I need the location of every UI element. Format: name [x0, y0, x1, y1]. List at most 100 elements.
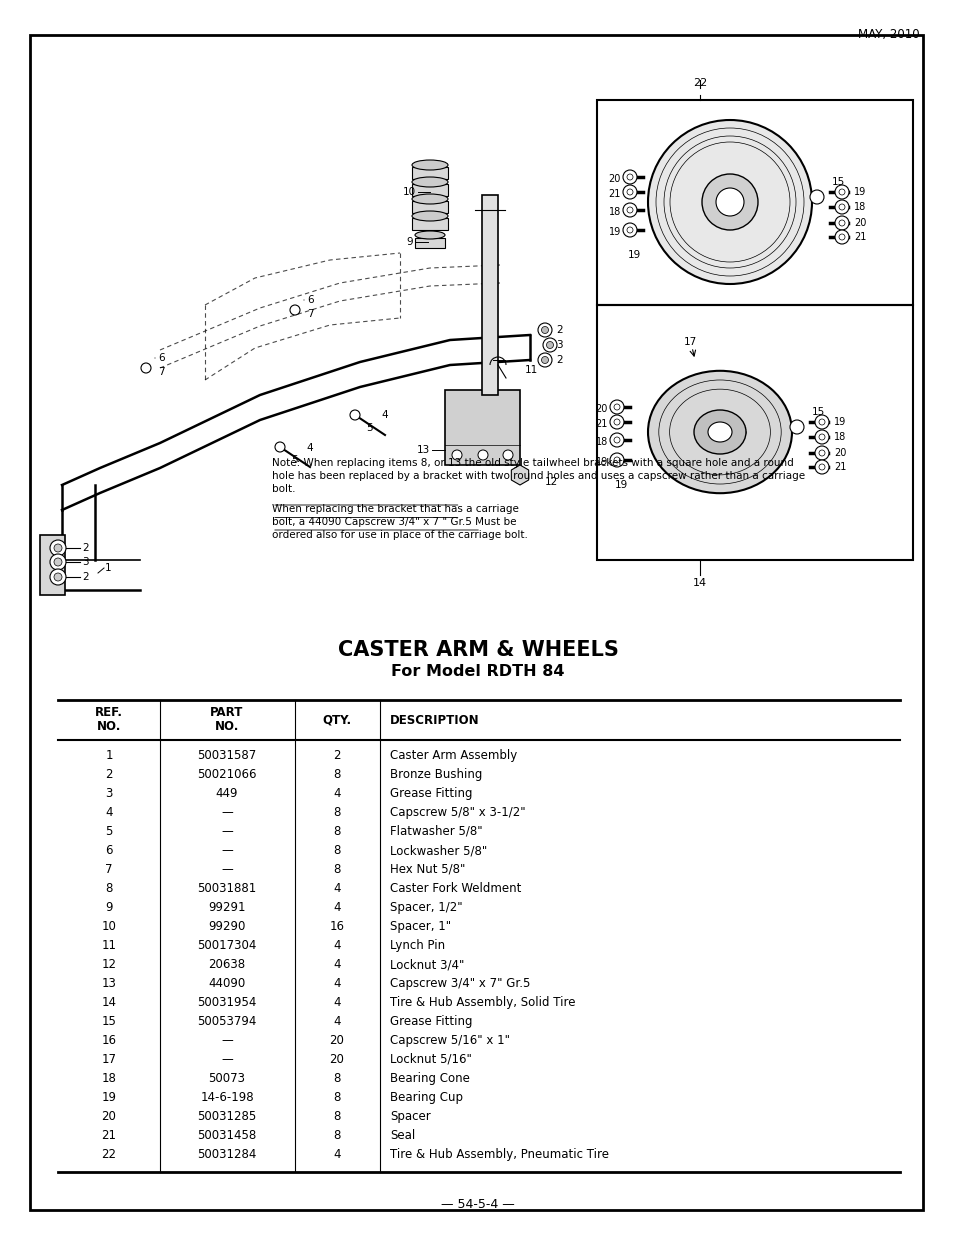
Text: 7: 7 — [105, 863, 112, 876]
Circle shape — [546, 342, 553, 348]
Bar — [412, 167, 448, 179]
Circle shape — [818, 450, 824, 456]
Text: 4: 4 — [333, 902, 340, 914]
Text: 99290: 99290 — [208, 920, 246, 932]
Text: 8: 8 — [333, 806, 340, 819]
Text: —: — — [221, 863, 233, 876]
Circle shape — [609, 453, 623, 467]
Text: Locknut 5/16": Locknut 5/16" — [390, 1053, 472, 1066]
Ellipse shape — [693, 410, 745, 454]
Text: 15: 15 — [811, 408, 824, 417]
Text: 14: 14 — [101, 995, 116, 1009]
Text: Note: When replacing items 8, or 13 the old style tailwheel brackets with a squa: Note: When replacing items 8, or 13 the … — [272, 458, 804, 494]
Text: 9: 9 — [406, 237, 413, 247]
Text: 19: 19 — [627, 249, 640, 261]
Circle shape — [818, 433, 824, 440]
Text: Bronze Bushing: Bronze Bushing — [390, 768, 482, 781]
Text: 50031285: 50031285 — [197, 1110, 256, 1123]
Text: 50053794: 50053794 — [197, 1015, 256, 1028]
Circle shape — [809, 190, 823, 204]
Circle shape — [609, 415, 623, 429]
Circle shape — [50, 540, 66, 556]
Text: 9: 9 — [105, 902, 112, 914]
Text: 21: 21 — [833, 462, 845, 472]
Text: 3: 3 — [556, 340, 562, 350]
Text: 21: 21 — [101, 1129, 116, 1142]
Circle shape — [626, 227, 633, 233]
Bar — [40, 535, 65, 595]
Text: 14-6-198: 14-6-198 — [200, 1091, 253, 1104]
Text: 21: 21 — [608, 189, 620, 199]
Text: 19: 19 — [608, 227, 620, 237]
Circle shape — [609, 433, 623, 447]
Text: 50031284: 50031284 — [197, 1149, 256, 1161]
Text: Grease Fitting: Grease Fitting — [390, 787, 472, 800]
Text: 50031954: 50031954 — [197, 995, 256, 1009]
Text: 6: 6 — [158, 353, 165, 363]
Circle shape — [838, 233, 844, 240]
Text: 17: 17 — [101, 1053, 116, 1066]
Ellipse shape — [412, 194, 448, 204]
Circle shape — [626, 189, 633, 195]
Text: 8: 8 — [333, 1110, 340, 1123]
Ellipse shape — [412, 161, 448, 170]
Bar — [444, 390, 519, 466]
Text: 4: 4 — [105, 806, 112, 819]
Text: Capscrew 5/16" x 1": Capscrew 5/16" x 1" — [390, 1034, 510, 1047]
Text: 16: 16 — [329, 920, 344, 932]
Text: 5: 5 — [292, 454, 298, 466]
Text: 18: 18 — [101, 1072, 116, 1086]
Bar — [412, 184, 448, 196]
Text: 19: 19 — [614, 480, 627, 490]
Text: Locknut 3/4": Locknut 3/4" — [390, 958, 464, 971]
Circle shape — [622, 170, 637, 184]
Text: Tire & Hub Assembly, Pneumatic Tire: Tire & Hub Assembly, Pneumatic Tire — [390, 1149, 608, 1161]
Text: Caster Fork Weldment: Caster Fork Weldment — [390, 882, 521, 895]
Text: — 54-5-4 —: — 54-5-4 — — [440, 1198, 515, 1212]
Bar — [597, 305, 912, 559]
Text: 7: 7 — [307, 309, 314, 319]
Text: 19: 19 — [101, 1091, 116, 1104]
Text: 20: 20 — [595, 404, 607, 414]
Text: REF.
NO.: REF. NO. — [95, 706, 123, 734]
Text: 19: 19 — [833, 417, 845, 427]
Text: Hex Nut 5/8": Hex Nut 5/8" — [390, 863, 465, 876]
Text: 7: 7 — [158, 367, 165, 377]
Text: 8: 8 — [490, 354, 497, 366]
Text: 21: 21 — [853, 232, 865, 242]
Circle shape — [647, 120, 811, 284]
Circle shape — [834, 216, 848, 230]
Circle shape — [814, 430, 828, 445]
Text: 19: 19 — [595, 457, 607, 467]
Text: Caster Arm Assembly: Caster Arm Assembly — [390, 748, 517, 762]
Text: 4: 4 — [333, 958, 340, 971]
Circle shape — [537, 324, 552, 337]
Circle shape — [614, 457, 619, 463]
Text: 15: 15 — [831, 177, 844, 186]
Text: 4: 4 — [333, 1015, 340, 1028]
Ellipse shape — [415, 231, 444, 240]
Text: 50073: 50073 — [209, 1072, 245, 1086]
Text: 11: 11 — [524, 366, 537, 375]
Text: 18: 18 — [833, 432, 845, 442]
Circle shape — [614, 437, 619, 443]
Text: PART
NO.: PART NO. — [210, 706, 243, 734]
Text: 10: 10 — [402, 186, 416, 198]
Text: 5: 5 — [105, 825, 112, 839]
Circle shape — [814, 446, 828, 459]
Text: Lockwasher 5/8": Lockwasher 5/8" — [390, 844, 487, 857]
Text: 13: 13 — [416, 445, 430, 454]
Circle shape — [838, 204, 844, 210]
Text: 8: 8 — [333, 1129, 340, 1142]
Text: 50031587: 50031587 — [197, 748, 256, 762]
Text: CASTER ARM & WHEELS: CASTER ARM & WHEELS — [337, 640, 618, 659]
Text: 2: 2 — [556, 354, 562, 366]
Text: 20: 20 — [329, 1034, 344, 1047]
Text: For Model RDTH 84: For Model RDTH 84 — [391, 664, 564, 679]
Text: 20: 20 — [608, 174, 620, 184]
Text: 4: 4 — [333, 995, 340, 1009]
Circle shape — [609, 400, 623, 414]
Text: 21: 21 — [595, 419, 607, 429]
Bar — [412, 219, 448, 230]
Circle shape — [716, 188, 743, 216]
